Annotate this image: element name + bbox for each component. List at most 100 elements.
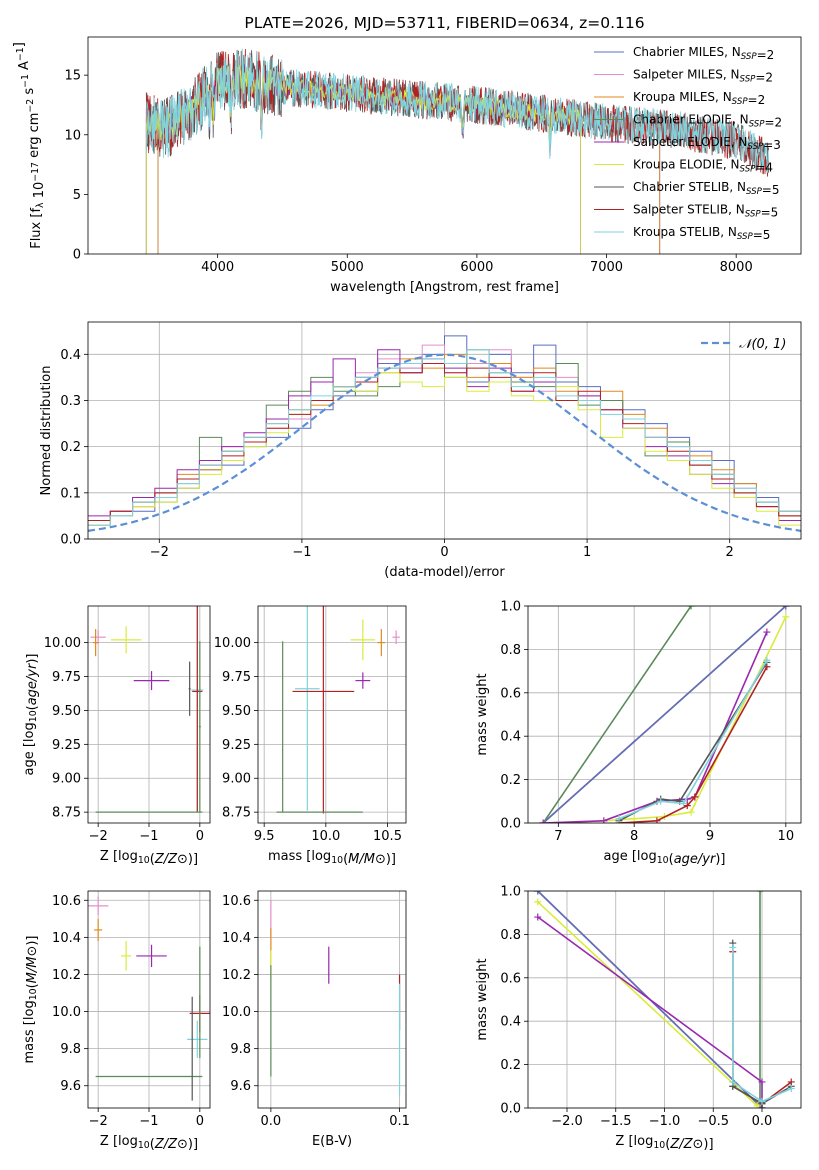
- axes-frame: [87, 321, 802, 540]
- histogram-series: [88, 349, 801, 526]
- y-tick-label: 0.4: [500, 1015, 521, 1030]
- x-tick-label: 0.0: [261, 1114, 282, 1129]
- y-tick-label: 10: [64, 128, 81, 143]
- x-tick-label: 0: [440, 545, 448, 560]
- x-tick-label: 10: [778, 829, 795, 844]
- legend-label: Salpeter ELODIE, NSSP=3: [633, 135, 781, 152]
- plot-area: [270, 900, 401, 1096]
- x-tick-label: 8: [630, 829, 638, 844]
- y-tick-label: 9.75: [52, 670, 81, 685]
- y-tick-label: 9.00: [222, 772, 251, 787]
- y-tick-label: 0.0: [60, 533, 81, 548]
- x-tick-label: 0.0: [752, 1114, 773, 1129]
- plot-area: [90, 606, 204, 813]
- y-tick-label: 0.4: [60, 348, 81, 363]
- x-tick-label: 10.5: [373, 829, 402, 844]
- x-tick-label: −2: [150, 545, 169, 560]
- y-tick-label: 10.0: [52, 1005, 81, 1020]
- spectrum-series: [145, 48, 769, 174]
- x-tick-label: 6000: [460, 260, 493, 275]
- legend: Chabrier MILES, NSSP=2 Salpeter MILES, NS…: [594, 45, 782, 242]
- y-axis-label: mass [log10(M/M⊙)]: [22, 935, 40, 1063]
- y-tick-label: 0.0: [500, 817, 521, 832]
- massweight-marker: [539, 819, 547, 823]
- x-axis-label: age [log10(age/yr)]: [603, 849, 725, 867]
- normal-curve: [88, 353, 801, 532]
- x-axis-label: Z [log10(Z/Z⊙)]: [100, 849, 198, 867]
- x-axis-label: Z [log10(Z/Z⊙)]: [100, 1134, 198, 1152]
- x-tick-label: −2.0: [551, 1114, 583, 1129]
- panel-mass-Z: −2 −1 0 9.6 9.8 10.0 10.2 10.4 10.6 Z [log10(Z/Z⊙…: [22, 890, 211, 1152]
- legend-label: Chabrier STELIB, NSSP=5: [633, 180, 780, 197]
- y-tick-label: 8.75: [52, 806, 81, 821]
- spectrum-series: [145, 64, 581, 254]
- y-tick-label: 9.50: [222, 704, 251, 719]
- y-tick-label: 9.8: [60, 1042, 81, 1057]
- massweight-marker: [653, 817, 661, 823]
- legend-label: Kroupa ELODIE, NSSP=4: [633, 158, 773, 175]
- panel-residuals: −2 −1 0 1 2 0.0 0.1 0.2 0.3 0.4 (data-model)/error…: [39, 321, 802, 580]
- x-tick-label: 5000: [331, 260, 364, 275]
- massweight-marker: [729, 1078, 737, 1086]
- x-tick-label: −1: [139, 1114, 158, 1129]
- x-axis-label: (data-model)/error: [384, 565, 505, 580]
- massweight-marker: [534, 891, 542, 895]
- legend-label: Salpeter MILES, NSSP=2: [633, 68, 773, 85]
- x-tick-label: −1.0: [649, 1114, 681, 1129]
- massweight-marker: [691, 793, 699, 801]
- y-tick-label: 10.2: [222, 968, 251, 983]
- massweight-marker: [687, 606, 695, 610]
- plot-area: [539, 606, 790, 823]
- y-tick-label: 9.75: [222, 670, 251, 685]
- y-tick-label: 0.2: [500, 1058, 521, 1073]
- massweight-series: [542, 606, 787, 823]
- massweight-marker: [787, 1084, 795, 1092]
- y-tick-label: 9.00: [52, 772, 81, 787]
- y-tick-label: 0.2: [60, 440, 81, 455]
- massweight-marker: [758, 1078, 766, 1086]
- panel-massweight-Z: −2.0 −1.5 −1.0 −0.5 0.0 0.0 0.2 0.4 0.6 0.8 1.0 Z […: [475, 885, 802, 1152]
- y-tick-label: 9.25: [52, 738, 81, 753]
- x-tick-label: −1: [139, 829, 158, 844]
- axes-frame: [257, 605, 407, 824]
- massweight-marker: [763, 628, 771, 636]
- y-tick-label: 5: [73, 188, 81, 203]
- y-tick-label: 0.2: [500, 773, 521, 788]
- x-tick-label: 2: [726, 545, 734, 560]
- y-tick-label: 0.6: [500, 971, 521, 986]
- axes-frame: [87, 605, 211, 824]
- y-tick-label: 9.6: [230, 1079, 251, 1094]
- plot-area: [88, 896, 210, 1101]
- x-tick-label: −2: [89, 1114, 108, 1129]
- massweight-marker: [729, 943, 737, 951]
- y-axis-label: mass weight: [475, 958, 490, 1040]
- x-tick-label: 9: [706, 829, 714, 844]
- plot-area: [276, 606, 400, 814]
- y-tick-label: 10.00: [214, 636, 251, 651]
- massweight-marker: [683, 802, 691, 810]
- x-axis-label: wavelength [Angstrom, rest frame]: [330, 280, 559, 295]
- y-tick-label: 15: [64, 69, 81, 84]
- x-tick-label: −0.5: [697, 1114, 729, 1129]
- y-tick-label: 9.6: [60, 1079, 81, 1094]
- legend-label: Chabrier ELODIE, NSSP=2: [633, 113, 782, 130]
- x-axis-label: Z [log10(Z/Z⊙)]: [615, 1134, 713, 1152]
- x-tick-label: 7: [554, 829, 562, 844]
- x-tick-label: −2: [89, 829, 108, 844]
- massweight-marker: [534, 913, 542, 921]
- x-tick-label: 8000: [720, 260, 753, 275]
- massweight-marker: [534, 898, 542, 906]
- plot-area: [145, 48, 769, 254]
- y-tick-label: 0: [73, 248, 81, 263]
- axes-frame: [527, 890, 802, 1109]
- legend-label: 𝒩(0, 1): [739, 337, 786, 352]
- y-tick-label: 0.6: [500, 686, 521, 701]
- y-tick-label: 10.4: [222, 931, 251, 946]
- massweight-marker: [753, 1102, 761, 1108]
- massweight-marker: [758, 1097, 766, 1105]
- y-tick-label: 0.1: [60, 486, 81, 501]
- legend-label: Kroupa MILES, NSSP=2: [633, 90, 765, 107]
- x-tick-label: 10.0: [311, 829, 340, 844]
- panel-mass-EBV: 0.0 0.1 9.6 9.8 10.0 10.2 10.4 10.6 E(B-V): [222, 890, 410, 1149]
